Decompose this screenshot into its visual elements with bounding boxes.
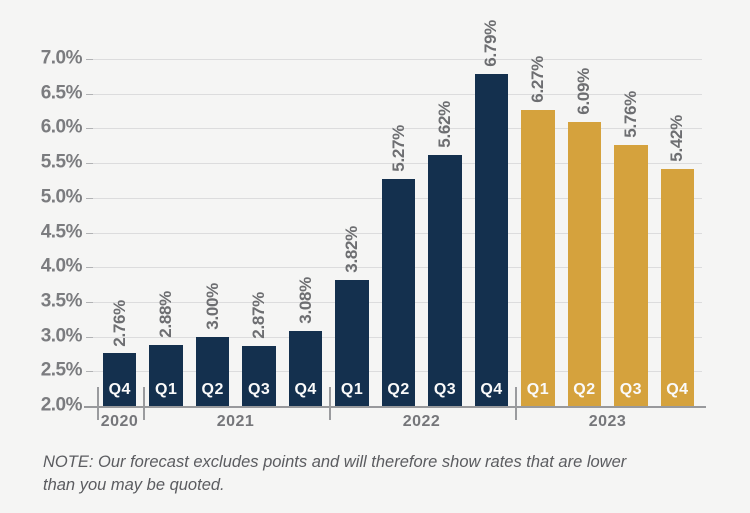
y-axis-tick-label: 5.5% (40, 151, 83, 173)
bar-value-label: 5.62% (435, 101, 455, 148)
bar-q2-2023: Q2 6.09% (567, 68, 602, 406)
bar-value-label: 2.76% (109, 299, 129, 347)
bar-quarter-label: Q2 (573, 381, 596, 398)
footnote-line-1: NOTE: Our forecast excludes points and w… (43, 453, 627, 471)
bar-value-label: 6.27% (527, 55, 547, 103)
bar-q4-2022: Q4 6.79% (474, 20, 509, 406)
bar-value-label: 5.76% (620, 91, 640, 139)
bar-q2-2021: Q2 3.00% (195, 283, 230, 406)
bar-quarter-label: Q3 (247, 381, 271, 398)
y-axis-tick (86, 163, 99, 165)
y-axis-tick-label: 4.5% (40, 221, 83, 243)
bar-quarter-label: Q4 (294, 381, 317, 398)
gridline (93, 93, 702, 95)
bar-value-label: 5.27% (388, 125, 408, 173)
y-axis-tick (86, 128, 99, 130)
year-label-2021: 2021 (216, 413, 255, 430)
y-axis-tick-label: 5.0% (40, 186, 83, 208)
y-axis-tick-label: 2.5% (40, 359, 83, 381)
bar-q4-2023: Q4 5.42% (660, 115, 695, 406)
bar-quarter-label: Q1 (526, 381, 550, 398)
bar-quarter-label: Q1 (155, 381, 178, 398)
bar-value-label: 2.88% (156, 291, 176, 338)
footnote-line-2: than you may be quoted. (43, 476, 225, 495)
y-axis-tick-label: 7.0% (40, 47, 83, 69)
y-axis-tick (86, 93, 99, 95)
bar-quarter-label: Q2 (387, 381, 410, 398)
y-axis-tick (86, 301, 99, 303)
gridline (93, 163, 702, 165)
y-axis-tick (86, 336, 99, 338)
y-axis-tick (86, 59, 99, 60)
bars-container: Q4 2.76% Q1 2.88% Q2 3.00% Q3 2.87% Q4 3.08% Q1 3.8… (93, 20, 702, 406)
bar-quarter-label: Q4 (480, 381, 503, 398)
bar-q4-2020: Q4 2.76% (103, 300, 137, 406)
bar-quarter-label: Q3 (619, 381, 643, 398)
year-label-2022: 2022 (402, 413, 441, 430)
y-axis-tick (86, 197, 99, 199)
y-axis-tick-label: 6.0% (40, 116, 83, 138)
y-axis-tick-label: 6.5% (40, 82, 83, 104)
year-separator-tick (142, 387, 145, 420)
year-label-2023: 2023 (588, 413, 627, 430)
y-axis-tick (86, 267, 99, 269)
bar-q1-2023: Q1 6.27% (521, 56, 555, 406)
bar-value-label: 5.42% (667, 114, 687, 162)
bar-q4-2021: Q4 3.08% (288, 277, 323, 406)
bar-value-label: 6.09% (574, 68, 594, 116)
bar-quarter-label: Q3 (433, 381, 457, 398)
year-separator-tick (328, 387, 331, 420)
bar-quarter-label: Q1 (340, 381, 364, 398)
gridline (93, 128, 702, 130)
plot-area: 7.0% 6.5% 6.0% 5.5% 5.0% 4.5% 4.0% 3.5% 3.0% 2.5%… (41, 20, 706, 430)
y-axis-tick (86, 232, 99, 234)
y-axis-tick (86, 371, 99, 373)
axis-start-tick (97, 387, 99, 420)
bar-value-label: 2.87% (249, 291, 269, 339)
bar-quarter-label: Q4 (108, 381, 131, 398)
y-axis-tick-label: 3.5% (40, 290, 83, 312)
bar-quarter-label: Q2 (201, 381, 224, 398)
bar-q1-2021: Q1 2.88% (149, 291, 183, 406)
bar-value-label: 3.08% (295, 277, 315, 325)
y-axis-tick-label: 3.0% (40, 325, 83, 347)
y-axis-tick-label: 2.0% (40, 394, 83, 416)
footnote: NOTE: Our forecast excludes points and w… (43, 451, 733, 497)
bar-q2-2022: Q2 5.27% (381, 125, 416, 406)
year-label-2020: 2020 (100, 413, 139, 430)
bar-q3-2023: Q3 5.76% (614, 91, 648, 406)
bar-value-label: 3.82% (342, 226, 362, 273)
x-axis-line (84, 406, 706, 408)
gridline (93, 59, 702, 60)
bar-quarter-label: Q4 (666, 381, 689, 398)
bar-q3-2021: Q3 2.87% (242, 292, 276, 406)
year-separator-tick (514, 387, 517, 420)
bar-q1-2022: Q1 3.82% (335, 226, 369, 406)
y-axis-tick-label: 4.0% (40, 255, 83, 277)
bar-value-label: 3.00% (202, 282, 222, 330)
bar-value-label: 6.79% (481, 19, 501, 67)
bar-q3-2022: Q3 5.62% (428, 101, 462, 406)
